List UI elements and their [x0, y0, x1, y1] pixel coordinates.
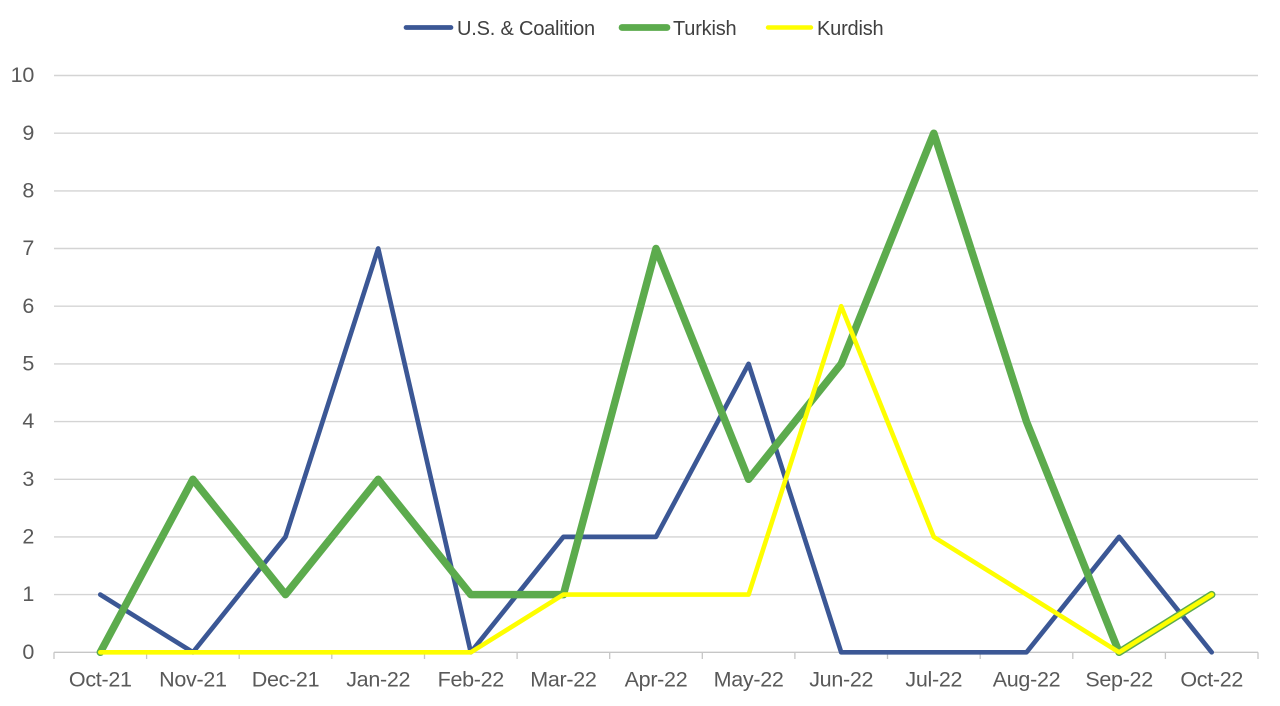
svg-text:3: 3 — [22, 467, 34, 491]
svg-text:5: 5 — [22, 352, 34, 376]
svg-text:Apr-22: Apr-22 — [625, 668, 688, 692]
svg-text:10: 10 — [11, 63, 35, 87]
svg-text:6: 6 — [22, 294, 34, 318]
svg-text:Nov-21: Nov-21 — [159, 668, 227, 692]
svg-text:Oct-22: Oct-22 — [1180, 668, 1243, 692]
svg-text:Dec-21: Dec-21 — [252, 668, 320, 692]
svg-text:Kurdish: Kurdish — [817, 18, 883, 40]
svg-text:Aug-22: Aug-22 — [993, 668, 1061, 692]
svg-text:Sep-22: Sep-22 — [1085, 668, 1153, 692]
svg-text:Mar-22: Mar-22 — [530, 668, 596, 692]
svg-text:0: 0 — [22, 640, 34, 664]
svg-text:Jan-22: Jan-22 — [346, 668, 410, 692]
svg-text:Turkish: Turkish — [673, 18, 736, 40]
svg-text:1: 1 — [22, 582, 34, 606]
svg-text:May-22: May-22 — [714, 668, 784, 692]
svg-text:Jul-22: Jul-22 — [905, 668, 962, 692]
svg-text:U.S. & Coalition: U.S. & Coalition — [457, 18, 595, 40]
svg-text:Jun-22: Jun-22 — [809, 668, 873, 692]
svg-text:Feb-22: Feb-22 — [438, 668, 504, 692]
svg-text:4: 4 — [22, 409, 34, 433]
svg-text:2: 2 — [22, 525, 34, 549]
svg-text:7: 7 — [22, 236, 34, 260]
svg-text:9: 9 — [22, 121, 34, 145]
svg-text:Oct-21: Oct-21 — [69, 668, 132, 692]
svg-text:8: 8 — [22, 179, 34, 203]
